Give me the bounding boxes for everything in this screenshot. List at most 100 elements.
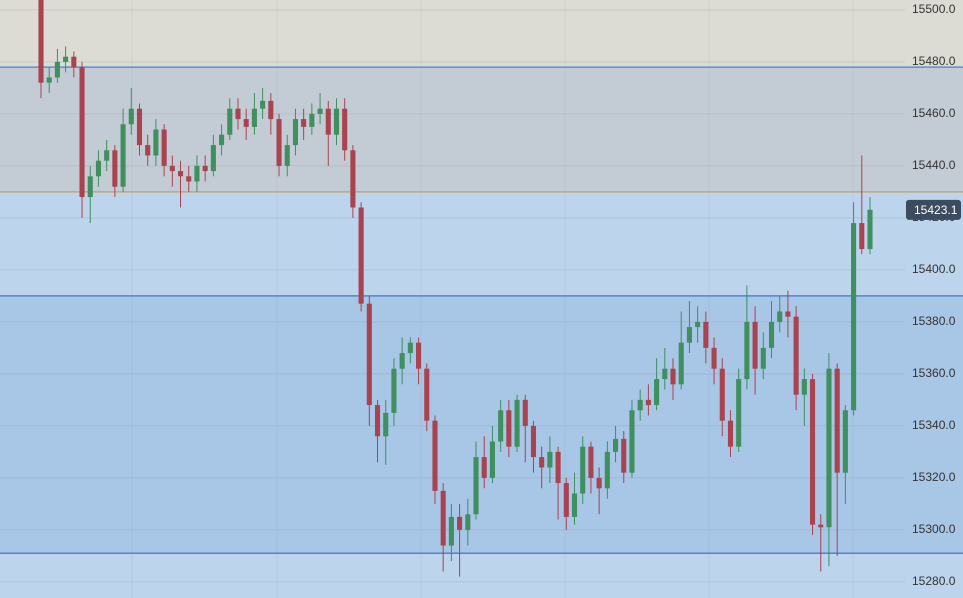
candle-body [260, 100, 266, 109]
candle-body [530, 425, 537, 458]
candle-body [235, 108, 241, 120]
candle-body [522, 399, 528, 426]
candle-body [63, 56, 69, 62]
candle-body [629, 410, 635, 473]
candle-body [104, 150, 110, 161]
y-tick-label: 15380.0 [912, 314, 956, 328]
candle-body [580, 446, 586, 494]
candle-body [826, 368, 832, 528]
candle-body [374, 405, 381, 437]
last-price-label: 15423.1 [914, 203, 958, 217]
price-zone [0, 191, 963, 296]
candle-body [859, 223, 865, 250]
candle-body [711, 347, 717, 369]
candle-body [637, 399, 643, 411]
candle-body [736, 379, 742, 447]
price-zone [0, 67, 963, 192]
candle-body [292, 119, 298, 146]
candle-body [46, 77, 52, 83]
candle-body [391, 368, 397, 413]
candle-body [317, 108, 323, 114]
candle-body [399, 353, 405, 369]
candle-body [760, 347, 766, 369]
y-tick-label: 15480.0 [912, 54, 956, 68]
candle-body [325, 108, 331, 135]
candle-body [654, 379, 660, 406]
candle-body [95, 160, 101, 177]
candle-body [777, 311, 783, 322]
candle-body [202, 165, 208, 172]
candle-body [416, 342, 422, 369]
candle-body [219, 134, 225, 146]
candle-body [547, 451, 553, 468]
candle-body [719, 368, 725, 421]
y-tick-label: 15340.0 [912, 418, 956, 432]
y-tick-label: 15300.0 [912, 522, 956, 536]
candle-body [284, 145, 290, 166]
candle-body [481, 457, 487, 478]
candle-body [785, 311, 791, 317]
candle-body [268, 100, 274, 120]
candle-body [301, 119, 307, 127]
candle-body [695, 321, 701, 328]
candle-body [276, 119, 282, 166]
candle-body [489, 441, 495, 478]
candle-body [604, 451, 610, 489]
last-price-box [906, 199, 961, 220]
candle-body [645, 399, 651, 406]
candle-body [588, 446, 594, 478]
candle-body [473, 457, 479, 515]
candle-body [186, 176, 192, 182]
candle-body [793, 316, 799, 395]
candle-body [686, 327, 692, 343]
candle-body [243, 119, 249, 127]
candle-body [818, 524, 824, 528]
candle-body [440, 490, 446, 546]
candle-body [867, 209, 873, 250]
candle-body [79, 67, 85, 198]
candle-body [613, 438, 619, 452]
candle-body [177, 171, 184, 177]
candle-body [358, 207, 364, 304]
candle-body [169, 165, 175, 172]
candle-body [842, 410, 848, 473]
candle-body [834, 368, 840, 473]
candle-body [161, 129, 167, 166]
candle-body [407, 342, 413, 354]
candle-body [810, 379, 816, 525]
candle-body [727, 420, 734, 447]
y-tick-label: 15360.0 [912, 366, 956, 380]
y-tick-label: 15320.0 [912, 470, 956, 484]
candle-body [670, 368, 676, 385]
price-zone [0, 553, 963, 598]
candle-body [457, 516, 463, 530]
candle-body [498, 410, 504, 442]
candle-body [128, 108, 134, 125]
candle-body [703, 321, 709, 348]
candle-body [145, 145, 151, 156]
y-tick-label: 15500.0 [912, 2, 956, 16]
candle-body [752, 321, 758, 369]
candle-body [54, 61, 60, 78]
candle-body [251, 108, 257, 127]
candle-body [194, 165, 200, 182]
candle-body [678, 342, 684, 385]
candle-body [514, 399, 520, 447]
candle-body [136, 108, 143, 146]
candle-body [662, 368, 668, 380]
candle-body [768, 321, 775, 348]
candle-body [801, 379, 807, 395]
candle-body [506, 410, 512, 447]
candle-body [71, 56, 77, 68]
price-zone [0, 0, 963, 68]
candle-body [596, 477, 602, 489]
candle-body [383, 412, 389, 437]
candle-body [309, 113, 315, 127]
y-tick-label: 15440.0 [912, 158, 956, 172]
candle-body [563, 483, 569, 517]
candle-body [851, 223, 857, 411]
candle-body [621, 438, 627, 473]
candle-body [333, 108, 340, 135]
candle-body [112, 150, 118, 187]
